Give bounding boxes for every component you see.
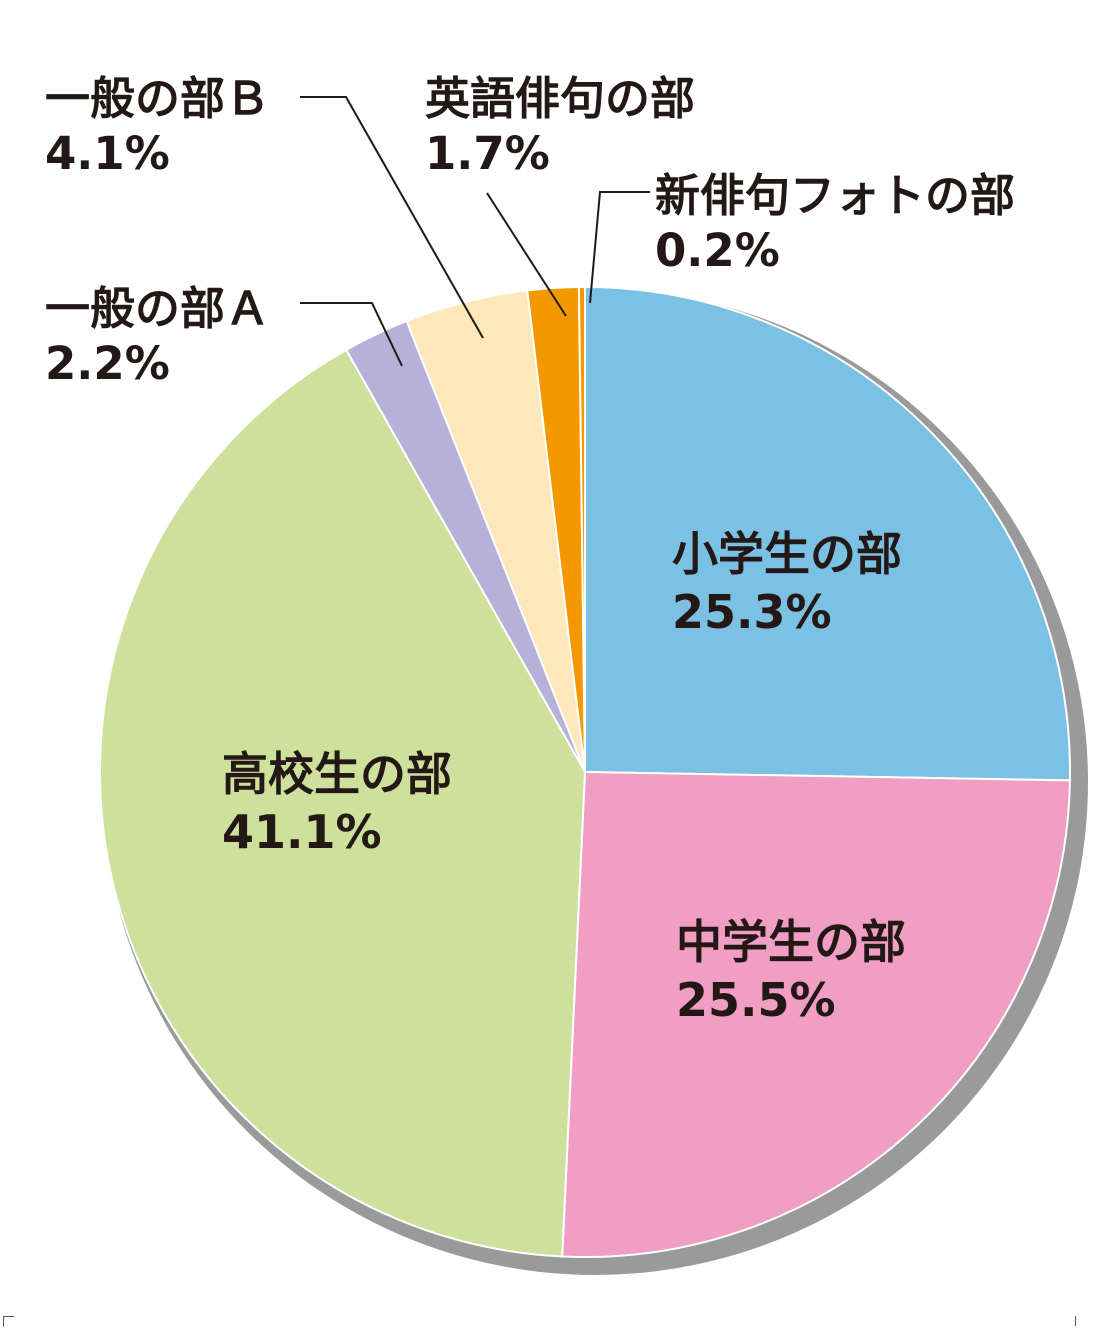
slice-label-elementary: 小学生の部	[672, 527, 902, 581]
pie-slice-high-school	[99, 348, 586, 1258]
pie-slice-junior-high	[561, 771, 1071, 1258]
crop-mark-left	[3, 1316, 14, 1327]
slice-label-general-b: 一般の部Ｂ	[45, 72, 270, 125]
slice-label-general-a: 一般の部Ａ	[45, 282, 270, 335]
slice-value-general-b: 4.1%	[45, 127, 170, 180]
leader-line-general-b	[300, 96, 484, 339]
pie-slice-photo-haiku	[577, 286, 586, 773]
slice-value-high-school: 41.1%	[222, 805, 382, 859]
slice-value-general-a: 2.2%	[45, 337, 170, 390]
pie-slice-elementary	[584, 286, 1071, 782]
crop-mark-right	[1075, 1316, 1086, 1326]
slice-value-english-haiku: 1.7%	[425, 127, 550, 180]
slice-value-photo-haiku: 0.2%	[655, 224, 780, 277]
slice-label-photo-haiku: 新俳句フォトの部	[655, 169, 1015, 222]
slice-label-english-haiku: 英語俳句の部	[425, 72, 695, 125]
slice-value-elementary: 25.3%	[672, 585, 832, 639]
leader-line-photo-haiku	[589, 191, 650, 304]
leader-line-general-a	[300, 302, 403, 367]
leader-line-english-haiku	[486, 192, 567, 317]
slice-label-junior-high: 中学生の部	[676, 915, 906, 969]
slice-label-high-school: 高校生の部	[222, 747, 452, 801]
slice-value-junior-high: 25.5%	[676, 973, 836, 1027]
